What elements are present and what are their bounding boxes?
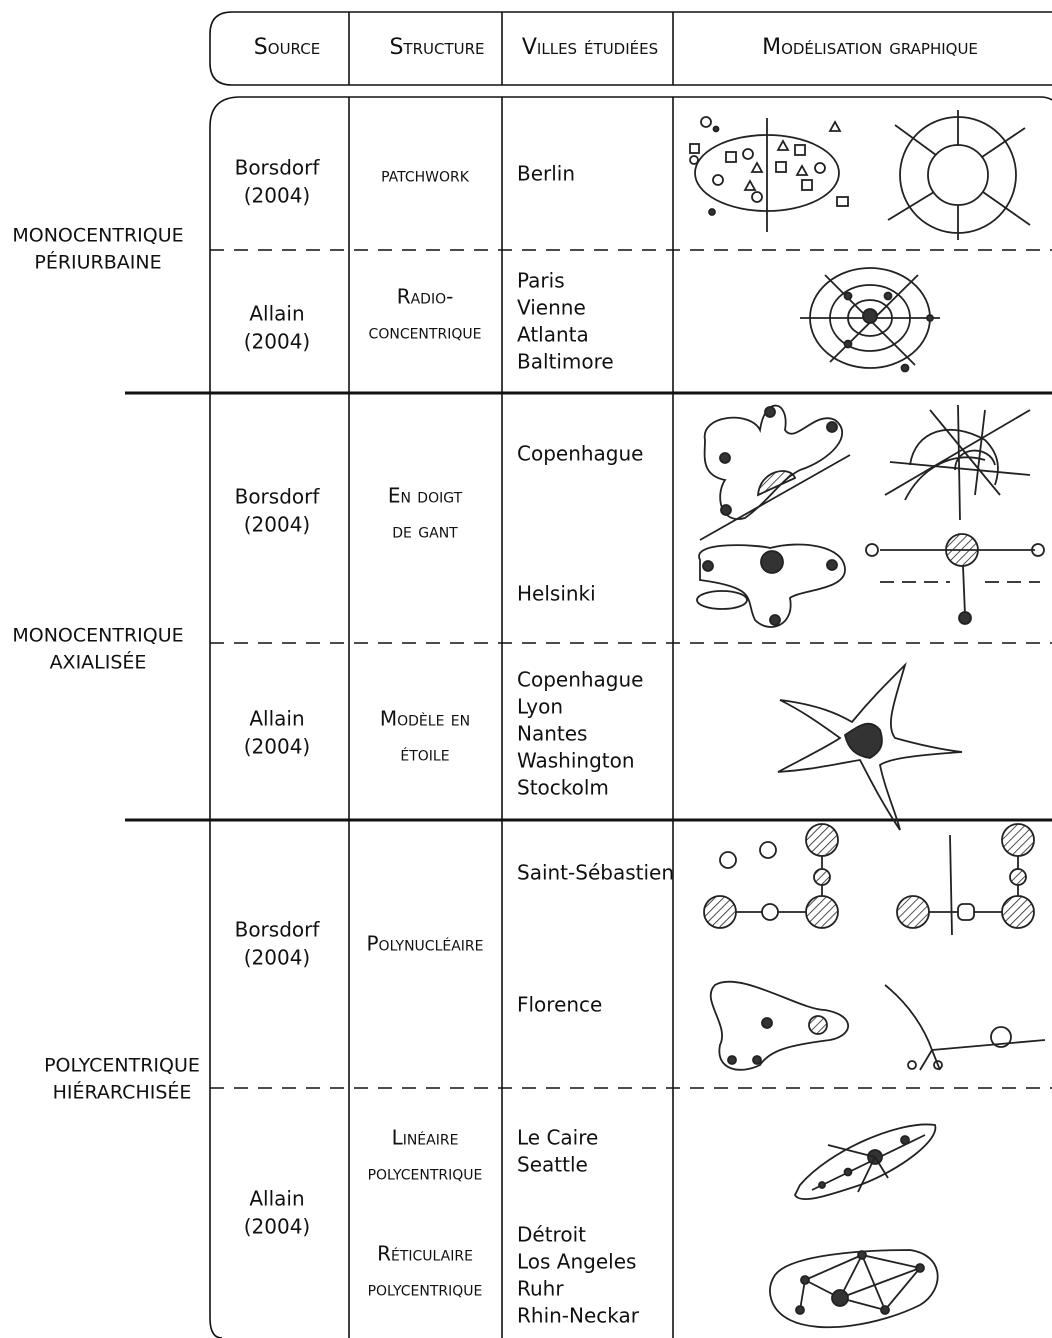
sketch-radioconcentric [800,267,940,373]
city: Los Angeles [517,1250,636,1274]
source: Borsdorf [235,485,321,509]
sketch-star [777,661,963,831]
city: Lyon [517,695,563,719]
column-header: Source [254,35,320,60]
sketch-linear [793,1123,937,1200]
structure: patchwork [381,163,470,187]
group-label: MONOCENTRIQUE [12,225,183,247]
structure: Radio- [397,285,454,309]
sketch-poly-1 [703,823,839,929]
sketch-poly-2 [896,823,1035,936]
sketch-poly-3 [709,980,849,1071]
city: Florence [517,993,602,1017]
body-frame [209,96,1052,1338]
city: Vienne [517,296,586,320]
city: Stockolm [517,776,609,800]
group-label: POLYCENTRIQUE [44,1055,200,1077]
city: Ruhr [517,1277,564,1301]
group-label: MONOCENTRIQUE [12,625,183,647]
structure: étoile [400,742,449,766]
source: Allain [249,302,304,326]
group-label: AXIALISÉE [50,651,147,674]
structure: Polynucléaire [367,932,484,956]
city: Copenhague [517,668,643,692]
structure: de gant [392,519,458,543]
city: Atlanta [517,323,589,347]
header-frame [209,11,1052,86]
city: Washington [517,749,635,773]
structure: concentrique [369,320,482,344]
sketch-finger-4 [865,533,1045,625]
structure: polycentrique [368,1161,483,1185]
sketch-finger-3 [696,543,846,628]
city: Berlin [517,162,575,186]
source: Allain [249,707,304,731]
source: (2004) [244,184,311,208]
city: Baltimore [517,350,614,374]
sketch-reticular [769,1249,939,1329]
city: Détroit [517,1223,586,1247]
city: Seattle [517,1153,588,1177]
group-label: HIÉRARCHISÉE [53,1081,192,1104]
city: Rhin-Neckar [517,1304,640,1328]
sketch-poly-4 [884,984,1046,1071]
column-header: Structure [389,35,484,60]
structure: Réticulaire [377,1242,473,1266]
sketch-patchwork [689,116,849,232]
source: (2004) [244,946,311,970]
sketch-ring [887,110,1031,240]
city: Le Caire [517,1126,598,1150]
source: (2004) [244,735,311,759]
sketch-finger-2 [884,404,1031,521]
city: Nantes [517,722,587,746]
header-dividers [348,12,674,85]
city: Helsinki [517,582,596,606]
sketch-finger-1 [699,404,851,541]
city: Paris [517,269,565,293]
structure: En doigt [388,484,463,508]
city: Copenhague [517,442,643,466]
source: Borsdorf [235,918,321,942]
source: (2004) [244,513,311,537]
structure: Modèle en [380,707,470,731]
structure: polycentrique [368,1277,483,1301]
source: Allain [249,1187,304,1211]
column-header: Modélisation graphique [762,35,978,60]
city: Saint-Sébastien [517,861,674,885]
source: (2004) [244,330,311,354]
column-header: Villes étudiées [522,35,658,60]
source: Borsdorf [235,156,321,180]
source: (2004) [244,1215,311,1239]
group-label: PÉRIURBAINE [34,251,161,274]
structure: Linéaire [392,1126,459,1150]
